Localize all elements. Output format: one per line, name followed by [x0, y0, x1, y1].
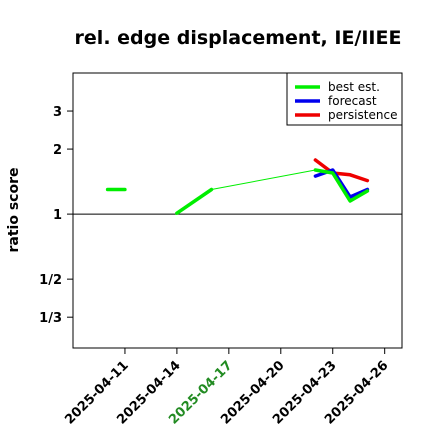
legend-label: persistence [328, 108, 397, 122]
connector-line [176, 169, 316, 214]
y-tick-label: 1 [53, 208, 62, 223]
chart-title: rel. edge displacement, IE/IIEE [75, 27, 402, 49]
legend-label: forecast [328, 94, 377, 108]
plot-frame [72, 72, 403, 349]
y-tick-label: 1/2 [39, 273, 62, 288]
series-line-best-est [313, 168, 370, 203]
y-axis-label: ratio score [6, 168, 22, 253]
x-axis: 2025-04-112025-04-142025-04-172025-04-20… [62, 348, 392, 428]
series-line-persistence [313, 158, 370, 183]
plot-area [105, 158, 370, 215]
y-tick-label: 2 [53, 143, 62, 158]
y-tick-label: 3 [53, 105, 62, 120]
y-tick-label: 1/3 [39, 311, 62, 326]
legend-label: best est. [328, 80, 380, 94]
series-line-best-est [175, 187, 214, 215]
y-axis: 1/3 1/2 1 2 3 [39, 105, 73, 326]
